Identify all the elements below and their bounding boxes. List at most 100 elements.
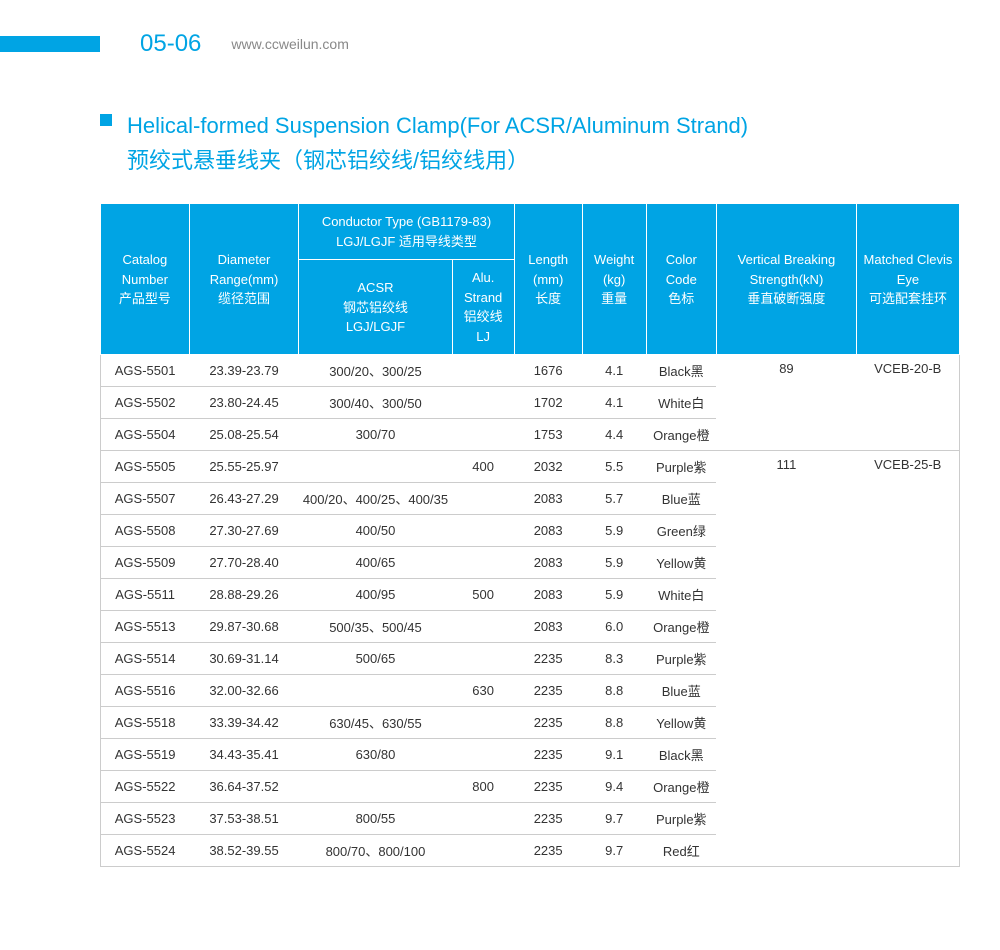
title-zh: 预绞式悬垂线夹（钢芯铝绞线/铝绞线用） [127, 143, 748, 178]
cell-weight: 9.4 [582, 771, 646, 803]
cell-catalog: AGS-5522 [101, 771, 190, 803]
cell-vertical-strength: 89 [716, 355, 856, 451]
cell-alu [452, 611, 514, 643]
cell-acsr: 500/35、500/45 [299, 611, 452, 643]
cell-acsr: 400/65 [299, 547, 452, 579]
cell-acsr: 500/65 [299, 643, 452, 675]
cell-length: 2083 [514, 547, 582, 579]
cell-length: 2083 [514, 579, 582, 611]
cell-color: Yellow黄 [646, 707, 716, 739]
title-en: Helical-formed Suspension Clamp(For ACSR… [127, 108, 748, 143]
cell-matched-clevis: VCEB-20-B [856, 355, 959, 451]
title-bullet-icon [100, 114, 112, 126]
cell-weight: 8.3 [582, 643, 646, 675]
cell-diameter: 36.64-37.52 [189, 771, 299, 803]
cell-acsr [299, 771, 452, 803]
cell-length: 2235 [514, 707, 582, 739]
cell-color: White白 [646, 579, 716, 611]
cell-acsr: 630/80 [299, 739, 452, 771]
cell-weight: 4.4 [582, 419, 646, 451]
cell-diameter: 34.43-35.41 [189, 739, 299, 771]
cell-catalog: AGS-5518 [101, 707, 190, 739]
th-weight: Weight (kg)重量 [582, 204, 646, 355]
page-number: 05-06 [140, 30, 201, 58]
cell-color: Orange橙 [646, 419, 716, 451]
cell-catalog: AGS-5507 [101, 483, 190, 515]
cell-alu [452, 707, 514, 739]
cell-diameter: 23.80-24.45 [189, 387, 299, 419]
cell-length: 2235 [514, 835, 582, 867]
cell-alu [452, 515, 514, 547]
th-acsr: ACSR钢芯铝绞线LGJ/LGJF [299, 260, 452, 355]
page-header: 05-06 www.ccweilun.com [0, 0, 1000, 58]
cell-length: 2235 [514, 675, 582, 707]
cell-diameter: 25.08-25.54 [189, 419, 299, 451]
th-length: Length (mm)长度 [514, 204, 582, 355]
cell-length: 2235 [514, 771, 582, 803]
cell-color: Blue蓝 [646, 483, 716, 515]
cell-length: 2083 [514, 483, 582, 515]
th-conductor-group: Conductor Type (GB1179-83)LGJ/LGJF 适用导线类… [299, 204, 514, 260]
cell-alu [452, 739, 514, 771]
cell-color: Orange橙 [646, 611, 716, 643]
cell-catalog: AGS-5501 [101, 355, 190, 387]
cell-length: 2235 [514, 643, 582, 675]
cell-alu: 400 [452, 451, 514, 483]
cell-weight: 4.1 [582, 355, 646, 387]
cell-color: Purple紫 [646, 451, 716, 483]
cell-acsr: 300/40、300/50 [299, 387, 452, 419]
cell-color: Black黑 [646, 739, 716, 771]
cell-catalog: AGS-5516 [101, 675, 190, 707]
cell-catalog: AGS-5513 [101, 611, 190, 643]
cell-acsr: 300/70 [299, 419, 452, 451]
cell-weight: 4.1 [582, 387, 646, 419]
cell-weight: 8.8 [582, 675, 646, 707]
th-matched: Matched Clevis Eye可选配套挂环 [856, 204, 959, 355]
spec-table: Catalog Number产品型号 Diameter Range(mm)缆径范… [100, 203, 960, 867]
cell-alu [452, 387, 514, 419]
cell-acsr: 630/45、630/55 [299, 707, 452, 739]
cell-color: Blue蓝 [646, 675, 716, 707]
cell-catalog: AGS-5514 [101, 643, 190, 675]
cell-weight: 5.9 [582, 579, 646, 611]
cell-diameter: 29.87-30.68 [189, 611, 299, 643]
cell-catalog: AGS-5523 [101, 803, 190, 835]
cell-weight: 9.7 [582, 835, 646, 867]
cell-length: 2235 [514, 739, 582, 771]
cell-matched-clevis: VCEB-25-B [856, 451, 959, 867]
cell-diameter: 32.00-32.66 [189, 675, 299, 707]
cell-diameter: 25.55-25.97 [189, 451, 299, 483]
th-alu: Alu. Strand铝绞线LJ [452, 260, 514, 355]
cell-acsr: 400/20、400/25、400/35 [299, 483, 452, 515]
cell-catalog: AGS-5519 [101, 739, 190, 771]
cell-alu [452, 419, 514, 451]
th-diameter: Diameter Range(mm)缆径范围 [189, 204, 299, 355]
cell-diameter: 37.53-38.51 [189, 803, 299, 835]
table-row: AGS-550123.39-23.79300/20、300/2516764.1B… [101, 355, 960, 387]
cell-acsr [299, 675, 452, 707]
cell-color: Orange橙 [646, 771, 716, 803]
cell-color: Red红 [646, 835, 716, 867]
cell-alu [452, 547, 514, 579]
cell-weight: 9.7 [582, 803, 646, 835]
cell-color: Yellow黄 [646, 547, 716, 579]
cell-weight: 5.9 [582, 515, 646, 547]
cell-vertical-strength: 111 [716, 451, 856, 867]
cell-catalog: AGS-5504 [101, 419, 190, 451]
cell-color: Black黑 [646, 355, 716, 387]
cell-length: 2083 [514, 515, 582, 547]
spec-table-container: Catalog Number产品型号 Diameter Range(mm)缆径范… [100, 203, 960, 867]
cell-catalog: AGS-5508 [101, 515, 190, 547]
cell-diameter: 27.30-27.69 [189, 515, 299, 547]
cell-color: White白 [646, 387, 716, 419]
cell-diameter: 30.69-31.14 [189, 643, 299, 675]
cell-weight: 9.1 [582, 739, 646, 771]
cell-color: Green绿 [646, 515, 716, 547]
cell-diameter: 23.39-23.79 [189, 355, 299, 387]
cell-diameter: 28.88-29.26 [189, 579, 299, 611]
cell-catalog: AGS-5505 [101, 451, 190, 483]
cell-length: 2235 [514, 803, 582, 835]
cell-length: 1676 [514, 355, 582, 387]
header-accent-bar [0, 36, 100, 52]
website-url: www.ccweilun.com [231, 36, 348, 52]
